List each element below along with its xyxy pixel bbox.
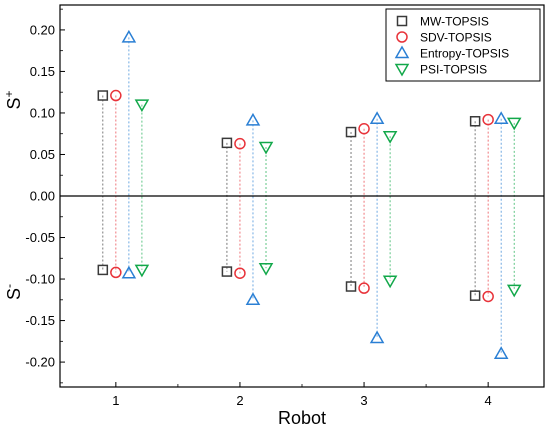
- legend-label: MW-TOPSIS: [420, 15, 489, 29]
- x-tick-label: 1: [112, 393, 119, 408]
- data-point-s-plus: [482, 113, 494, 126]
- data-point-s-minus: [469, 290, 481, 301]
- legend-label: SDV-TOPSIS: [420, 31, 492, 45]
- x-tick-label: 3: [360, 393, 367, 408]
- data-point-s-plus: [234, 137, 246, 150]
- data-point-s-minus: [258, 262, 274, 276]
- data-point-s-minus: [221, 266, 233, 277]
- axes-layer: 0.20 0.15 0.10 0.05 0.00 -0.05 -0.10 -0.15 -0.20…: [25, 8, 544, 408]
- data-point-s-minus: [110, 266, 122, 279]
- y-axis-title-upper-letter: S: [4, 98, 24, 110]
- y-tick-label: 0.10: [30, 105, 55, 120]
- data-point-s-plus: [245, 112, 261, 126]
- data-point-s-plus: [134, 99, 150, 113]
- y-tick-label: 0.05: [30, 147, 55, 162]
- y-tick-label: 0.15: [30, 64, 55, 79]
- y-tick-label: -0.05: [25, 230, 55, 245]
- y-axis-title-lower-superscript: -: [2, 284, 16, 288]
- legend-marker: [394, 45, 410, 59]
- data-point-s-minus: [345, 281, 357, 292]
- data-point-s-minus: [134, 264, 150, 278]
- y-tick-label: 0.00: [30, 189, 55, 204]
- data-point-s-minus: [234, 267, 246, 279]
- y-tick-label: -0.15: [25, 313, 55, 328]
- legend-marker: [396, 15, 408, 27]
- y-axis-title-lower: S-: [2, 284, 24, 300]
- series-layer: [97, 29, 522, 360]
- x-tick-label: 2: [236, 393, 243, 408]
- data-point-s-minus: [97, 264, 109, 276]
- y-tick-label: 0.20: [30, 22, 55, 37]
- data-point-s-plus: [369, 111, 385, 125]
- svg-text:S+: S+: [2, 90, 24, 109]
- data-point-s-plus: [506, 117, 522, 131]
- legend-label: Entropy-TOPSIS: [420, 47, 509, 61]
- data-point-s-minus: [493, 346, 509, 360]
- data-point-s-plus: [469, 116, 481, 127]
- data-point-s-plus: [97, 90, 109, 101]
- series-psi-topsis: [134, 99, 522, 298]
- svg-text:S-: S-: [2, 284, 24, 300]
- series-mw-topsis: [97, 90, 481, 301]
- series-entropy-topsis: [121, 29, 509, 360]
- y-axis-title-upper-superscript: +: [2, 90, 16, 97]
- legend-marker: [396, 31, 408, 43]
- data-point-s-minus: [382, 275, 398, 289]
- x-tick-label: 4: [485, 393, 492, 408]
- data-point-s-plus: [221, 137, 233, 149]
- legend-label: PSI-TOPSIS: [420, 63, 487, 77]
- data-point-s-plus: [258, 141, 274, 155]
- data-point-s-minus: [358, 282, 370, 294]
- data-point-s-plus: [382, 130, 398, 144]
- data-point-s-minus: [506, 284, 522, 298]
- data-point-s-minus: [245, 292, 261, 306]
- legend-marker: [394, 63, 410, 77]
- data-point-s-plus: [493, 111, 509, 125]
- data-point-s-minus: [121, 265, 137, 279]
- y-axis-title-lower-letter: S: [4, 288, 24, 300]
- y-tick-label: -0.20: [25, 355, 55, 370]
- data-point-s-plus: [110, 89, 122, 102]
- series-sdv-topsis: [110, 89, 494, 303]
- data-point-s-plus: [121, 29, 137, 43]
- y-tick-label: -0.10: [25, 272, 55, 287]
- x-axis-title: Robot: [278, 408, 326, 428]
- legend-box: [385, 8, 541, 82]
- data-point-s-plus: [345, 126, 357, 138]
- legend: MW-TOPSIS SDV-TOPSIS Entropy-TOPSIS PSI-TOP…: [385, 8, 541, 82]
- data-point-s-minus: [369, 330, 385, 344]
- data-point-s-minus: [482, 290, 494, 303]
- y-axis-title-upper: S+: [2, 90, 24, 109]
- data-point-s-plus: [358, 122, 370, 135]
